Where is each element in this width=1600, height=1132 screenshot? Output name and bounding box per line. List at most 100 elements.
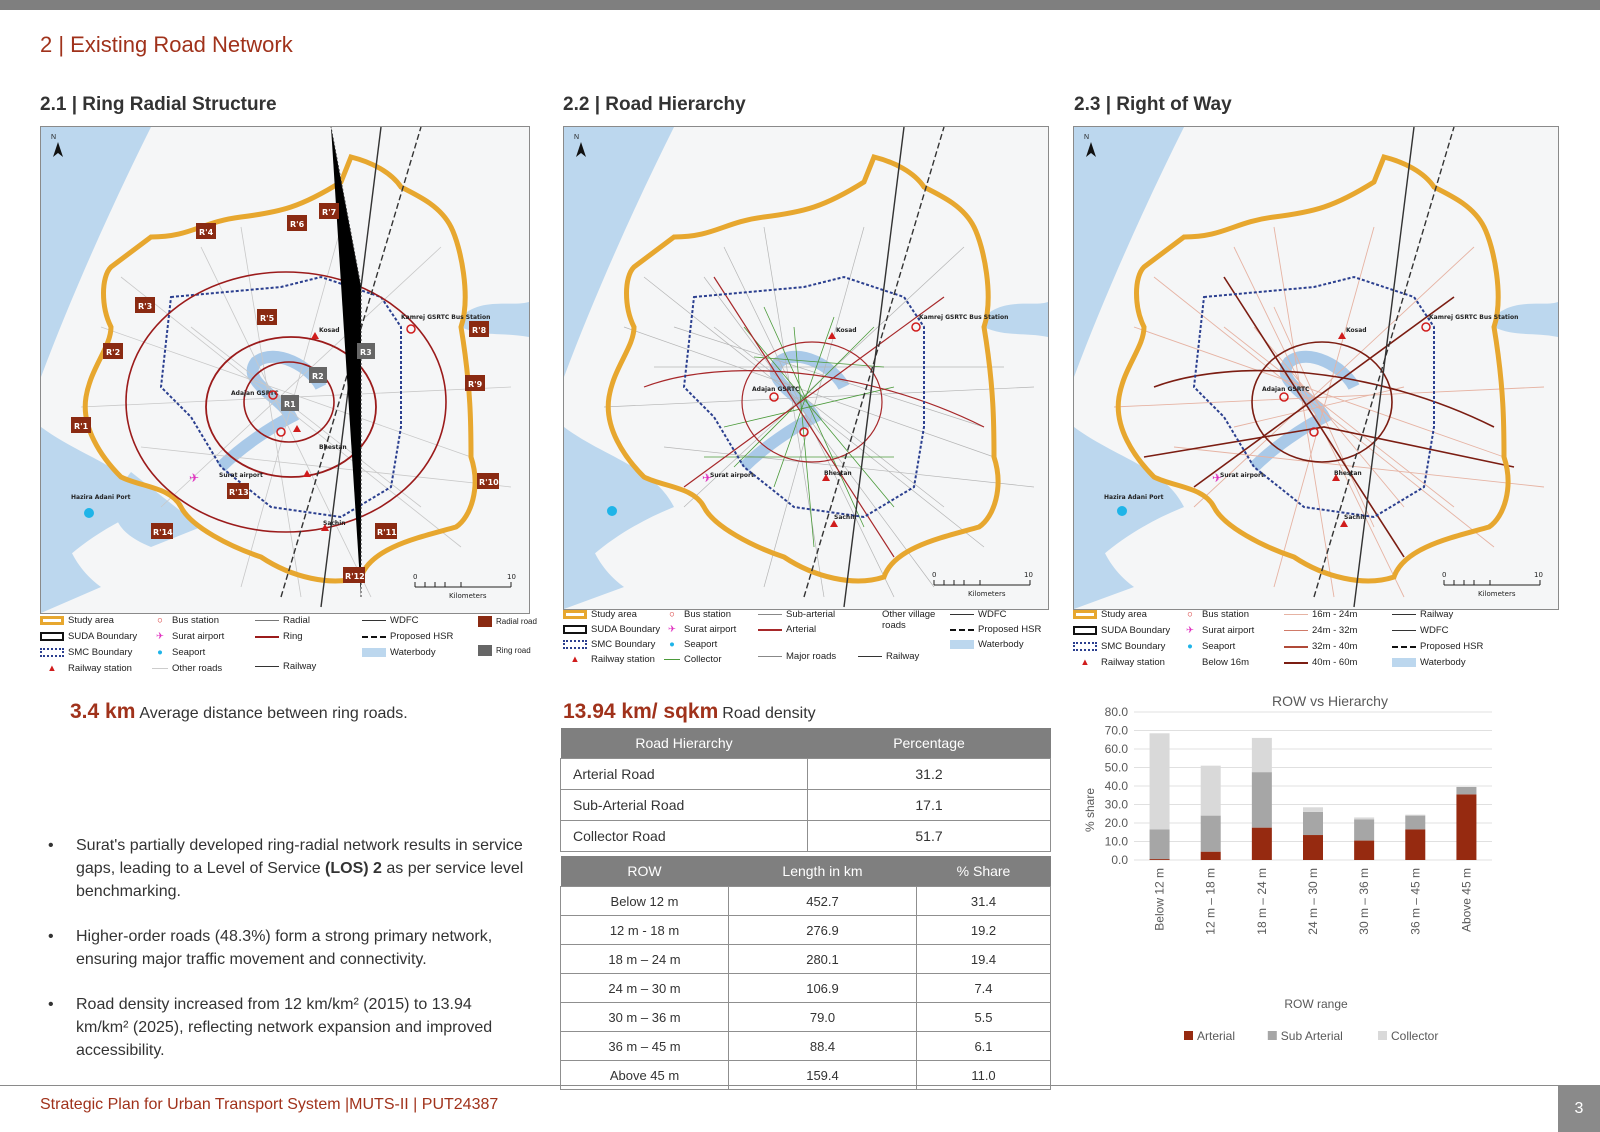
table-row: Below 12 m 452.7 31.4: [560, 886, 1051, 916]
map-label: R'4: [199, 228, 214, 237]
svg-text:Surat airport: Surat airport: [219, 472, 263, 479]
chart-ylabel: % share: [1083, 788, 1097, 832]
map-label: R'12: [345, 572, 365, 581]
bar-arterial: [1251, 827, 1272, 860]
legend-swatch: [1267, 1031, 1277, 1040]
table-header: Length in km: [728, 856, 917, 887]
map-label: R'11: [377, 528, 397, 537]
bar-sub-arterial: [1456, 786, 1477, 795]
table-header: ROW: [560, 856, 729, 887]
list-item: Road density increased from 12 km/km² (2…: [44, 993, 524, 1062]
svg-text:Adajan GSRTC: Adajan GSRTC: [752, 386, 800, 393]
table-header: Road Hierarchy: [560, 728, 808, 759]
svg-text:Adajan GSRTC: Adajan GSRTC: [231, 390, 279, 397]
bar-sub-arterial: [1200, 815, 1221, 852]
list-item: Surat's partially developed ring-radial …: [44, 834, 524, 903]
legend-label: Arterial: [1197, 1029, 1235, 1043]
x-tick-label: Above 45 m: [1459, 868, 1473, 932]
chart-title: ROW vs Hierarchy: [1272, 693, 1388, 709]
map-label: R3: [360, 348, 372, 357]
svg-text:✈: ✈: [702, 471, 712, 485]
bar-arterial: [1405, 829, 1426, 860]
x-tick-label: Below 12 m: [1153, 868, 1167, 931]
x-tick-label: 36 m – 45 m: [1408, 868, 1422, 935]
map-road-hierarchy[interactable]: Kosad Kamrej GSRTC Bus Station Adajan GS…: [563, 126, 1049, 610]
map-label: R'5: [260, 314, 275, 323]
svg-text:Hazira Adani Port: Hazira Adani Port: [1104, 494, 1164, 501]
svg-text:Kilometers: Kilometers: [968, 590, 1006, 598]
section-title-right-of-way: 2.3 | Right of Way: [1074, 94, 1232, 115]
legend-label: Sub Arterial: [1281, 1029, 1343, 1043]
map-label: R'8: [472, 326, 487, 335]
y-tick-label: 30.0: [1105, 798, 1129, 812]
key-findings-list: Surat's partially developed ring-radial …: [44, 834, 524, 1084]
legend-swatch: [1378, 1031, 1387, 1040]
svg-text:Bhestan: Bhestan: [1334, 470, 1362, 477]
page-title: 2 | Existing Road Network: [40, 32, 293, 57]
map-ring-radial[interactable]: R'4 R'6 R'7 R'3 R'5 R'2 R3 R2 R1 R'1 R'8…: [40, 126, 530, 614]
svg-text:0: 0: [932, 571, 936, 579]
legend-swatch: [1184, 1031, 1193, 1040]
map-label: R'3: [138, 302, 152, 311]
table-row: Sub-Arterial Road 17.1: [560, 789, 1051, 821]
footer-text: Strategic Plan for Urban Transport Syste…: [40, 1096, 499, 1113]
ring-distance-stat: 3.4 km Average distance between ring road…: [70, 700, 408, 724]
svg-text:Adajan GSRTC: Adajan GSRTC: [1262, 386, 1310, 393]
svg-text:10: 10: [1024, 571, 1033, 579]
table-row: Arterial Road 31.2: [560, 758, 1051, 790]
map-label: R'13: [229, 488, 249, 497]
bar-sub-arterial: [1251, 772, 1272, 828]
row-vs-hierarchy-chart: ROW vs Hierarchy 0.0 10.0 20.0 30.0 40.0 50.0…: [1072, 688, 1522, 1065]
svg-text:N: N: [574, 134, 579, 141]
table-row: 12 m - 18 m 276.9 19.2: [560, 915, 1051, 945]
svg-text:N: N: [51, 134, 56, 141]
svg-text:Kilometers: Kilometers: [1478, 590, 1516, 598]
svg-text:Sachin: Sachin: [1344, 514, 1367, 521]
map-right-of-way[interactable]: Kosad Kamrej GSRTC Bus Station Adajan GS…: [1073, 126, 1559, 610]
road-hierarchy-table: Road Hierarchy Percentage Arterial Road 3…: [560, 728, 1051, 852]
row-table: ROW Length in km % Share Below 12 m 452.7…: [560, 856, 1051, 1090]
road-density-text: Road density: [722, 705, 816, 722]
x-tick-label: 30 m – 36 m: [1357, 868, 1371, 935]
y-tick-label: 50.0: [1105, 761, 1129, 775]
ring-distance-value: 3.4 km: [70, 700, 136, 723]
map-label: R1: [284, 400, 296, 409]
map-label: R'10: [479, 478, 499, 487]
svg-text:Hazira Adani Port: Hazira Adani Port: [71, 494, 131, 501]
svg-text:Surat airport: Surat airport: [710, 472, 754, 479]
svg-text:Kilometers: Kilometers: [449, 592, 487, 600]
svg-text:Kosad: Kosad: [1346, 327, 1367, 334]
svg-text:✈: ✈: [189, 471, 199, 485]
x-tick-label: 12 m – 18 m: [1204, 868, 1218, 935]
svg-text:Kosad: Kosad: [319, 327, 340, 334]
x-tick-label: 24 m – 30 m: [1306, 868, 1320, 935]
svg-text:Sachin: Sachin: [323, 520, 346, 527]
legend-label: Collector: [1391, 1029, 1438, 1043]
top-bar: [0, 0, 1600, 10]
footer-divider: [0, 1085, 1558, 1086]
svg-text:Bhestan: Bhestan: [824, 470, 852, 477]
svg-text:Kamrej GSRTC Bus Station: Kamrej GSRTC Bus Station: [401, 314, 490, 321]
bar-arterial: [1303, 835, 1323, 860]
svg-text:Kamrej GSRTC Bus Station: Kamrej GSRTC Bus Station: [1429, 314, 1518, 321]
table-row: Collector Road 51.7: [560, 820, 1051, 852]
bar-arterial: [1200, 851, 1221, 860]
map-label: R2: [312, 372, 324, 381]
bar-sub-arterial: [1149, 829, 1170, 860]
map-label: R'9: [468, 380, 483, 389]
bar-arterial: [1354, 840, 1375, 860]
svg-text:Kamrej GSRTC Bus Station: Kamrej GSRTC Bus Station: [919, 314, 1008, 321]
y-tick-label: 70.0: [1105, 724, 1129, 738]
bar-collector: [1405, 814, 1426, 816]
chart-xlabel: ROW range: [1284, 997, 1348, 1011]
list-item: Higher-order roads (48.3%) form a strong…: [44, 925, 524, 971]
map-label: R'1: [74, 422, 89, 431]
table-row: 18 m – 24 m 280.1 19.4: [560, 944, 1051, 974]
table-header: Percentage: [807, 728, 1051, 759]
map-label: R'14: [153, 528, 173, 537]
bar-collector: [1251, 737, 1272, 773]
road-density-value: 13.94 km/ sqkm: [563, 700, 719, 723]
bar-sub-arterial: [1303, 811, 1323, 836]
map-label: R'2: [106, 348, 120, 357]
svg-text:Kosad: Kosad: [836, 327, 857, 334]
